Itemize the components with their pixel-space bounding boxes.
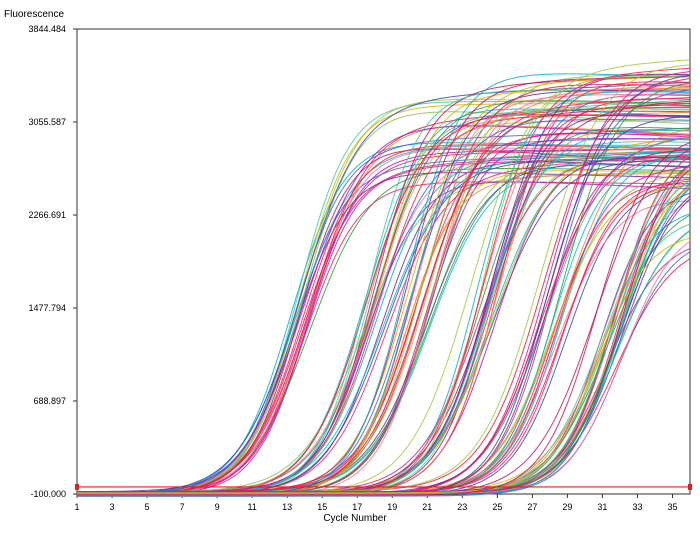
amplification-curve: [77, 163, 691, 493]
y-tick-label: -100.000: [30, 489, 66, 499]
amplification-curve: [77, 74, 690, 495]
amplification-curve: [77, 148, 691, 495]
amplification-curve: [77, 180, 691, 495]
amplification-curve: [77, 148, 691, 495]
x-tick-label: 33: [632, 502, 642, 512]
threshold-handle-left[interactable]: [75, 483, 79, 490]
amplification-curve: [77, 154, 691, 493]
amplification-curve: [77, 137, 691, 497]
amplification-curve: [77, 64, 691, 493]
amplification-curve: [77, 133, 691, 493]
x-tick-label: 15: [317, 502, 327, 512]
amplification-curve: [77, 154, 691, 494]
y-tick-label: 3055.587: [28, 117, 66, 127]
y-tick-label: 3844.484: [28, 24, 66, 34]
x-tick-label: 31: [597, 502, 607, 512]
amplification-curve: [77, 192, 691, 493]
y-tick-label: 688.897: [33, 396, 66, 406]
amplification-curve: [77, 156, 691, 495]
x-tick-label: 29: [562, 502, 572, 512]
amplification-curve: [77, 164, 691, 493]
x-tick-label: 17: [352, 502, 362, 512]
amplification-curve: [77, 149, 691, 497]
x-tick-label: 27: [527, 502, 537, 512]
amplification-curve: [77, 106, 691, 496]
amplification-curve: [77, 240, 691, 495]
x-tick-label: 5: [145, 502, 150, 512]
x-tick-label: 23: [457, 502, 467, 512]
x-tick-label: 35: [667, 502, 677, 512]
amplification-curve: [77, 169, 691, 496]
y-tick-label: 2266.691: [28, 210, 66, 220]
amplification-curve: [77, 114, 691, 495]
threshold: [75, 483, 692, 490]
x-tick-label: 25: [492, 502, 502, 512]
amplification-curve: [76, 144, 690, 496]
amplification-curve: [77, 258, 691, 495]
plot-frame: [76, 28, 691, 495]
x-axis-label: Cycle Number: [323, 513, 387, 524]
amplification-curve: [76, 147, 691, 497]
curves: [76, 59, 691, 497]
y-tick-label: 1477.794: [28, 303, 66, 313]
amplification-curve: [77, 237, 691, 494]
x-tick-label: 9: [215, 502, 220, 512]
threshold-handle-right[interactable]: [688, 483, 692, 490]
x-tick-label: 11: [247, 502, 256, 512]
x-tick-label: 19: [387, 502, 397, 512]
amplification-curve: [77, 187, 691, 497]
amplification-curve: [77, 114, 691, 496]
amplification-curve: [76, 149, 691, 497]
x-tick-label: 13: [282, 502, 292, 512]
amplification-curve: [77, 165, 691, 493]
amplification-curve: [77, 147, 691, 494]
amplification-curve: [77, 164, 691, 495]
x-tick-label: 3: [110, 502, 115, 512]
amplification-curve: [77, 137, 691, 496]
amplification-curve: [77, 137, 691, 496]
y-axis-label: Fluorescence: [4, 9, 64, 20]
x-tick-label: 1: [74, 502, 79, 512]
amplification-curve: [77, 148, 691, 496]
amplification-curve: [77, 127, 691, 494]
x-tick-label: 7: [180, 502, 185, 512]
amplification-curve: [77, 180, 691, 494]
x-tick-label: 21: [422, 502, 432, 512]
